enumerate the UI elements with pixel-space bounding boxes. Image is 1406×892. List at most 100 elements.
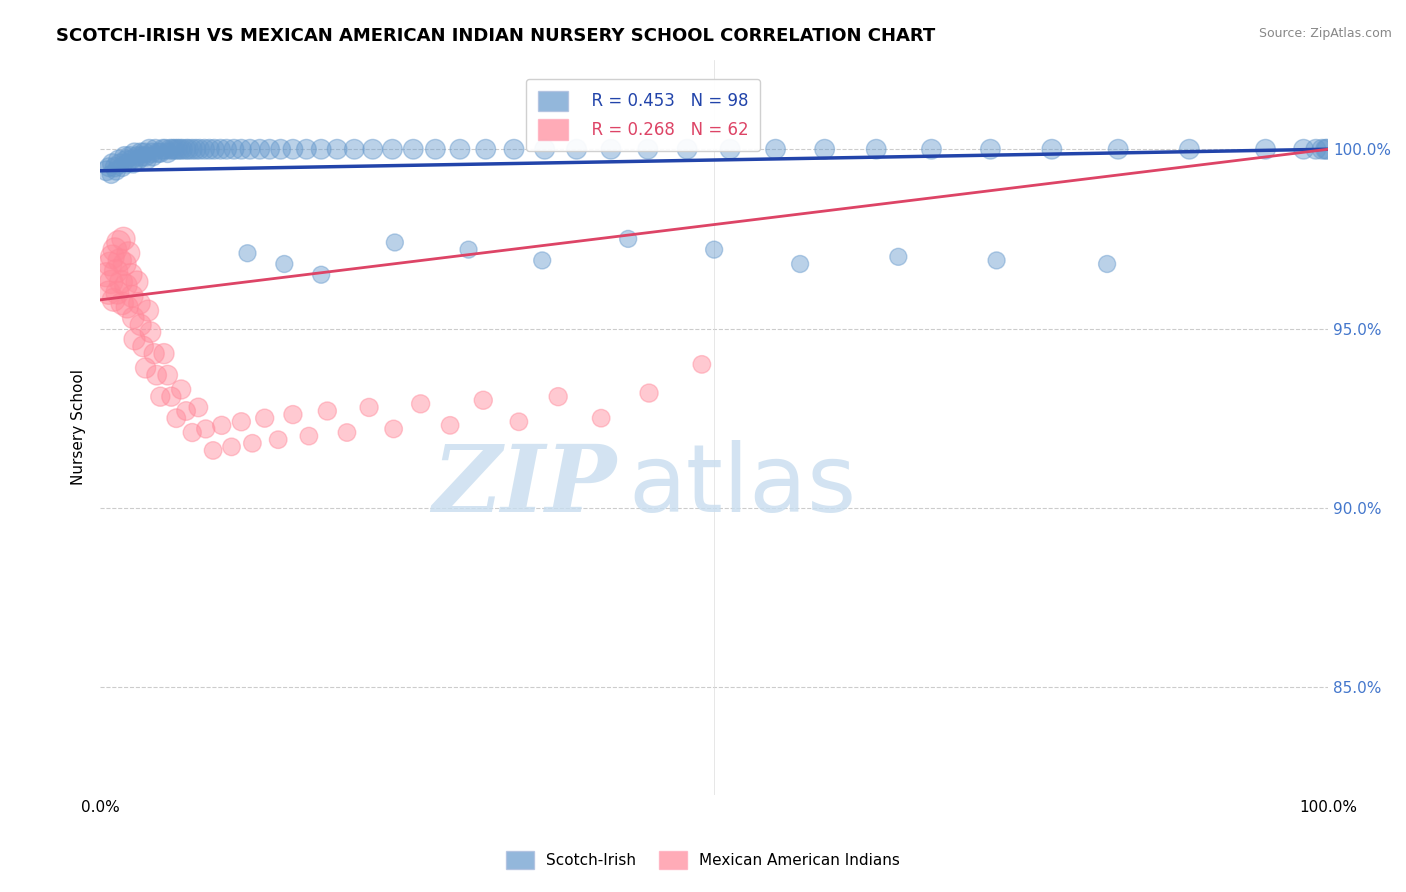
Point	[270, 142, 292, 156]
Point	[298, 429, 321, 443]
Point	[103, 293, 125, 307]
Point	[1315, 142, 1337, 156]
Point	[194, 422, 217, 436]
Point	[104, 160, 127, 174]
Point	[267, 433, 290, 447]
Point	[474, 142, 496, 156]
Point	[112, 232, 135, 246]
Point	[309, 142, 332, 156]
Point	[439, 418, 461, 433]
Point	[236, 246, 259, 260]
Point	[152, 142, 174, 156]
Point	[117, 246, 139, 260]
Point	[281, 408, 304, 422]
Point	[96, 163, 118, 178]
Point	[281, 142, 304, 156]
Point	[108, 156, 131, 170]
Point	[128, 296, 150, 310]
Point	[1254, 142, 1277, 156]
Point	[159, 142, 181, 156]
Point	[134, 145, 156, 160]
Point	[209, 142, 232, 156]
Point	[1040, 142, 1063, 156]
Point	[202, 443, 225, 458]
Point	[122, 310, 145, 325]
Point	[165, 411, 187, 425]
Point	[1292, 142, 1315, 156]
Point	[160, 390, 183, 404]
Point	[921, 142, 943, 156]
Point	[221, 440, 243, 454]
Point	[107, 153, 129, 167]
Point	[172, 142, 194, 156]
Point	[273, 257, 295, 271]
Point	[690, 358, 713, 372]
Point	[231, 415, 253, 429]
Point	[115, 300, 138, 314]
Point	[259, 142, 281, 156]
Point	[169, 142, 191, 156]
Point	[138, 142, 160, 156]
Point	[184, 142, 207, 156]
Point	[357, 401, 380, 415]
Point	[215, 142, 238, 156]
Point	[129, 145, 152, 160]
Point	[1095, 257, 1118, 271]
Point	[107, 235, 129, 250]
Point	[115, 153, 138, 167]
Point	[111, 160, 134, 174]
Text: atlas: atlas	[628, 440, 856, 532]
Text: Source: ZipAtlas.com: Source: ZipAtlas.com	[1258, 27, 1392, 40]
Point	[124, 145, 146, 160]
Point	[114, 149, 136, 163]
Text: SCOTCH-IRISH VS MEXICAN AMERICAN INDIAN NURSERY SCHOOL CORRELATION CHART: SCOTCH-IRISH VS MEXICAN AMERICAN INDIAN …	[56, 27, 935, 45]
Point	[198, 142, 221, 156]
Point	[765, 142, 787, 156]
Point	[503, 142, 526, 156]
Point	[174, 404, 197, 418]
Point	[146, 145, 169, 160]
Point	[239, 142, 262, 156]
Point	[153, 346, 176, 360]
Point	[105, 285, 128, 300]
Point	[316, 404, 339, 418]
Point	[637, 142, 659, 156]
Point	[249, 142, 271, 156]
Point	[110, 275, 132, 289]
Point	[449, 142, 471, 156]
Point	[986, 253, 1008, 268]
Point	[135, 149, 157, 163]
Point	[402, 142, 425, 156]
Point	[111, 296, 134, 310]
Point	[174, 142, 197, 156]
Point	[718, 142, 741, 156]
Point	[115, 278, 138, 293]
Point	[336, 425, 359, 440]
Point	[887, 250, 910, 264]
Point	[115, 156, 138, 170]
Text: ZIP: ZIP	[432, 441, 616, 531]
Point	[145, 368, 167, 383]
Point	[193, 142, 215, 156]
Point	[100, 275, 122, 289]
Point	[814, 142, 837, 156]
Point	[141, 145, 163, 160]
Point	[1178, 142, 1201, 156]
Point	[145, 142, 167, 156]
Point	[131, 149, 153, 163]
Point	[1305, 142, 1327, 156]
Point	[295, 142, 318, 156]
Point	[124, 332, 146, 346]
Point	[381, 142, 404, 156]
Point	[1316, 142, 1339, 156]
Point	[139, 325, 162, 339]
Point	[142, 149, 165, 163]
Legend:   R = 0.453   N = 98,   R = 0.268   N = 62: R = 0.453 N = 98, R = 0.268 N = 62	[526, 79, 761, 152]
Point	[508, 415, 530, 429]
Point	[202, 142, 225, 156]
Point	[101, 156, 124, 170]
Point	[166, 142, 188, 156]
Point	[143, 346, 166, 360]
Y-axis label: Nursery School: Nursery School	[72, 369, 86, 485]
Point	[222, 142, 245, 156]
